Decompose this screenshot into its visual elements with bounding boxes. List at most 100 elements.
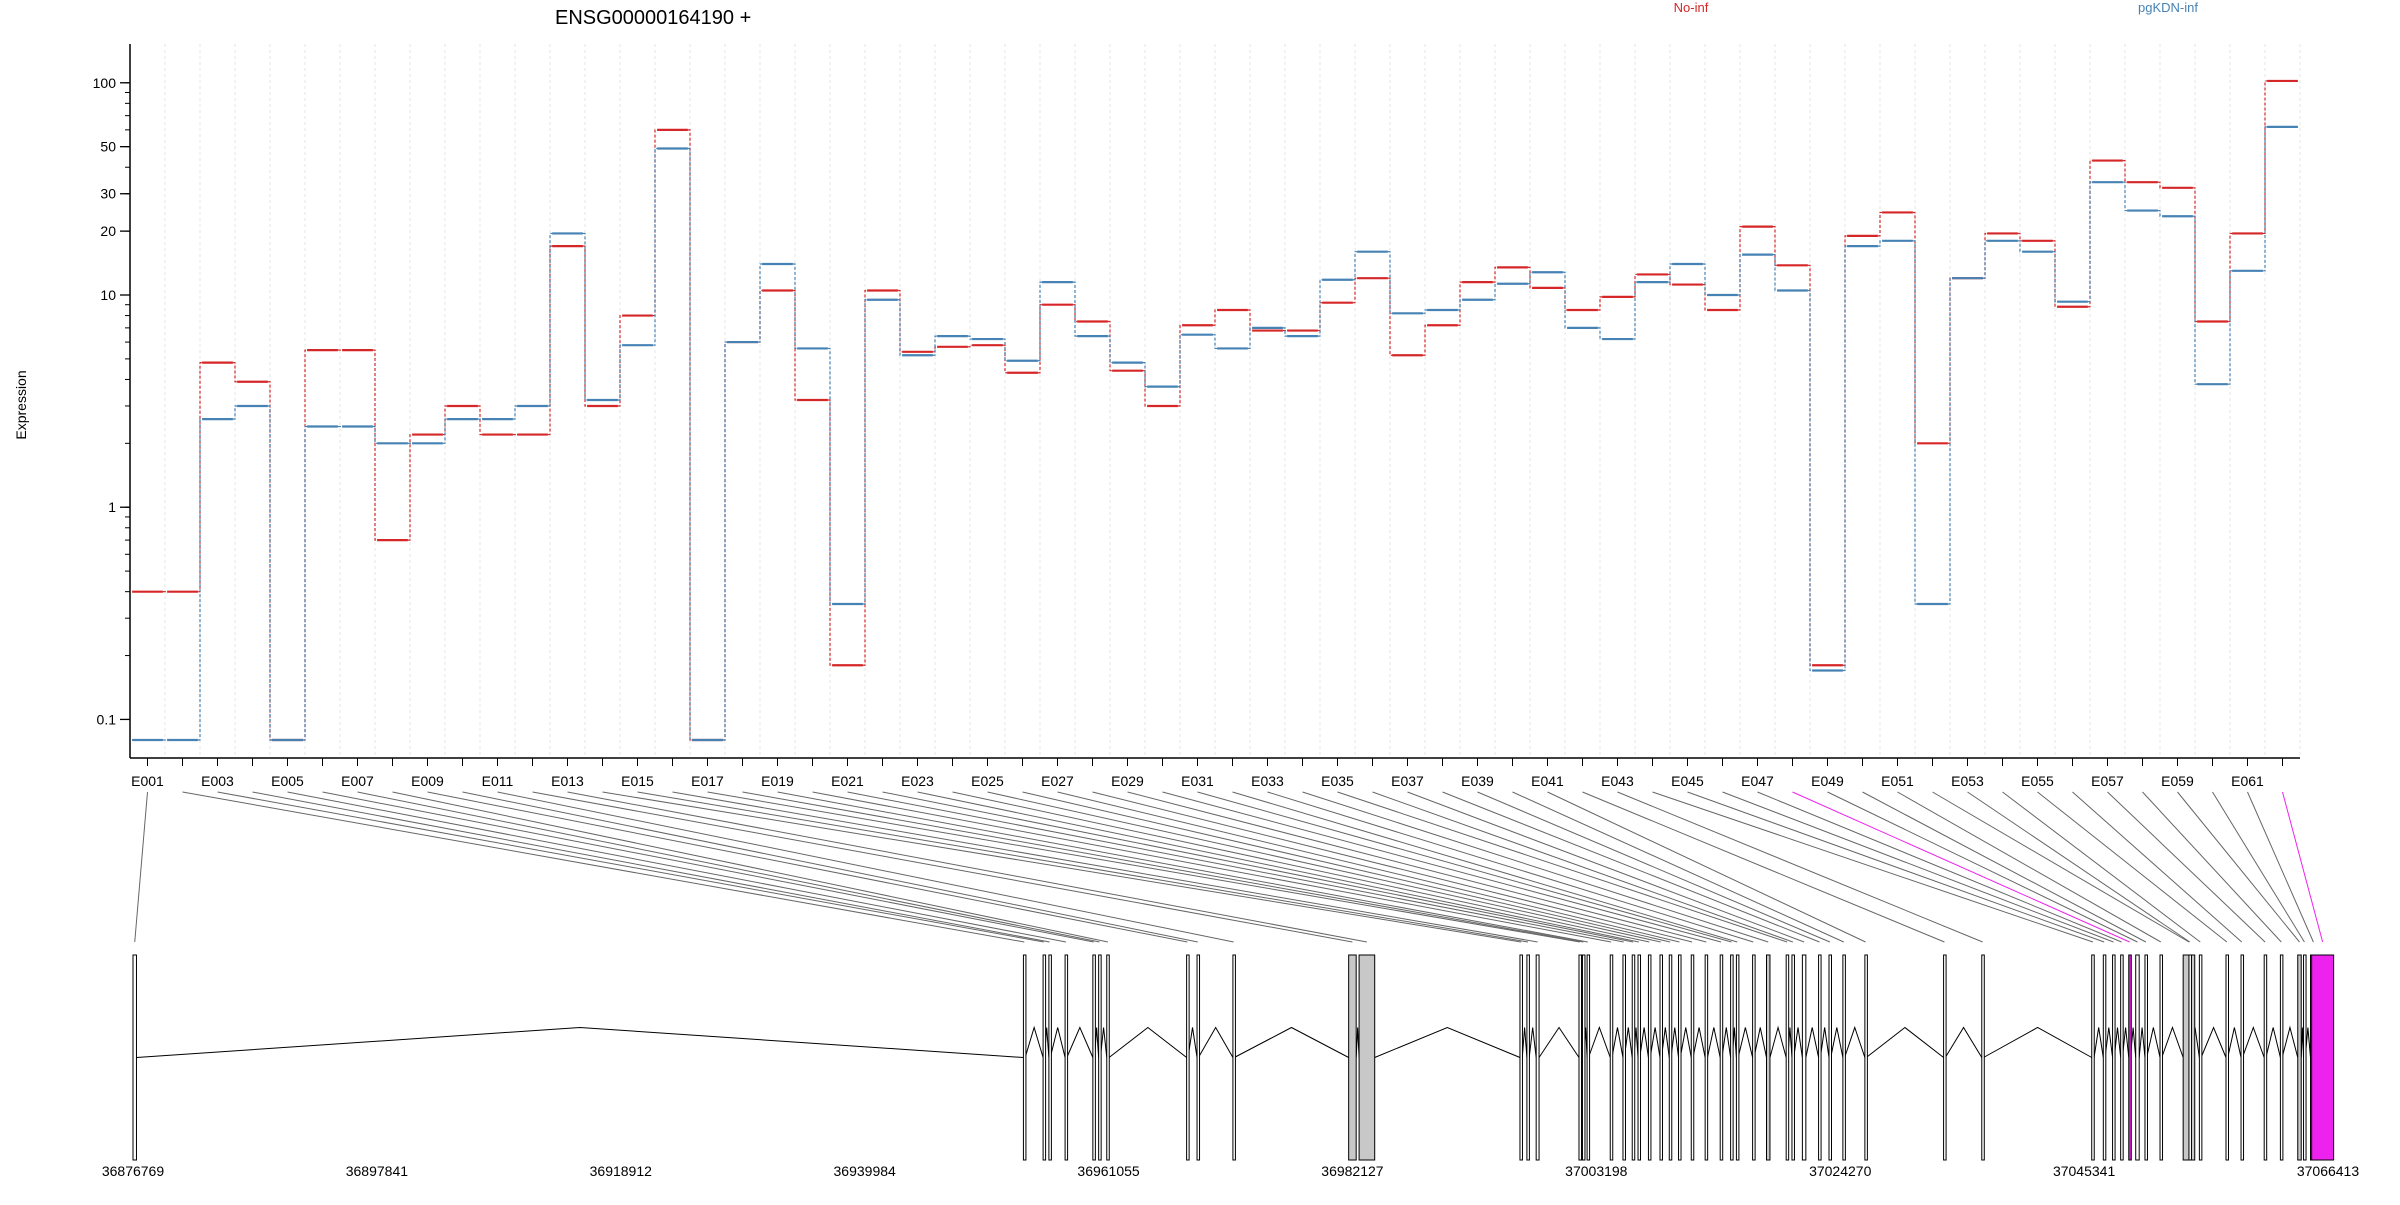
series-step-connector [1877,240,1883,247]
intron-line [1706,1027,1721,1058]
intron-line [1819,1027,1830,1058]
series-step-connector [1282,327,1288,337]
exon-connectors [134,791,2324,943]
coordinate-tick-label: 37045341 [2053,1163,2116,1179]
intron-line [1521,1027,1528,1058]
series-step-connector [1772,226,1778,266]
exon-connector-line [1302,791,1769,943]
x-tick-label: E029 [1111,773,1144,789]
exon-box [2279,954,2284,1161]
exon-box [1735,954,1740,1161]
series-step-connector [2227,270,2233,385]
x-tick-label: E051 [1881,773,1914,789]
exon-box [1048,954,1052,1161]
series-step-connector [1702,263,1708,296]
intron-line [1639,1027,1649,1058]
series-step-connector [372,425,378,444]
exon-box [1631,954,1636,1161]
series-step-connector [1492,266,1498,283]
x-tick-label: E033 [1251,773,1284,789]
exon-box [2297,954,2302,1161]
series-step-connector [1387,277,1393,356]
series-step-connector [232,405,238,420]
exon-connector-line [1267,791,1754,943]
intron-line [1769,1025,1787,1058]
series-step-connector [1177,334,1183,388]
series-step-connector [967,344,973,348]
intron-line [1721,1027,1732,1058]
coordinate-tick-label: 37003198 [1565,1163,1628,1179]
intron-line [136,1026,1024,1058]
series-step-connector [722,341,728,741]
series-step-connector [582,232,588,401]
exon-connector-line [462,791,1198,943]
series-step-connector [617,344,623,401]
x-tick-label: E057 [2091,773,2124,789]
exon-box [2091,954,2095,1161]
series-step-connector [1177,324,1183,407]
exon-connector-line [1127,791,1707,943]
series-step-connector [1527,266,1533,289]
intron-line [1024,1025,1044,1058]
exon-connector-line [1652,791,2094,943]
coordinate-tick-label: 36897841 [346,1163,409,1179]
exon-box [2144,954,2148,1161]
x-tick-label: E045 [1671,773,1704,789]
x-tick-label: E005 [271,773,304,789]
series-step-connector [862,299,868,605]
series-step-connector [2052,240,2058,308]
x-tick-label: E001 [131,773,164,789]
exon-box [1581,954,1586,1161]
intron-line [2161,1026,2184,1058]
y-tick-label: 10 [100,287,116,303]
series-step-connector [687,129,693,741]
y-tick-label: 1 [108,499,116,515]
series-step-connector [1597,296,1603,311]
series-step-connector [1107,335,1113,364]
series-step-connector [267,405,273,741]
series-step-connector [1422,309,1428,314]
series-step-connector [1667,273,1673,286]
x-tick-label: E043 [1601,773,1634,789]
series-step-connector [1597,327,1603,340]
exon-connector-line [987,791,1661,943]
exon-connector-line [777,791,1588,943]
legend-entry-pgkdn-inf: pgKDN-inf [2138,0,2198,15]
series-step-connector [197,362,203,593]
series-step-connector [897,289,903,353]
series-step-connector [1877,211,1883,237]
coordinate-tick-label: 37066413 [2297,1163,2360,1179]
series-step-connector [2122,181,2128,212]
exon-connector-line [1162,791,1722,943]
series-step-connector [932,346,938,353]
x-tick-label: E009 [411,773,444,789]
series-step-connector [1912,240,1918,605]
exon-connector-line [1022,791,1671,943]
series-step-connector [967,335,973,340]
x-tick-label: E037 [1391,773,1424,789]
exon-connector-line [1757,791,2122,943]
exon-box [1704,954,1709,1161]
series-step-connector [2192,187,2198,323]
coordinate-tick-label: 36939984 [834,1163,897,1179]
y-axis: 0.1 1 10 20 30 50 100 [93,44,131,758]
grid-lines [129,44,2301,758]
exon-box [2120,954,2124,1161]
intron-line [1865,1026,1944,1058]
exon-connector-line [1197,791,1732,943]
exon-connector-line [1582,791,1945,943]
exon-connector-line [182,791,1025,943]
exon-connector-line [1407,791,1805,943]
exon-connector-line [1547,791,1866,943]
exon-connector-line [1897,791,2162,943]
exon-box [1678,954,1682,1161]
y-tick-label: 100 [93,75,117,91]
series-step-connector [1352,251,1358,281]
exon-box [1519,954,1523,1161]
exon-connector-line [217,791,1044,943]
x-tick-label: E023 [901,773,934,789]
x-tick-label: E059 [2161,773,2194,789]
series-step-connector [792,263,798,350]
exon-connector-line [427,791,1188,943]
